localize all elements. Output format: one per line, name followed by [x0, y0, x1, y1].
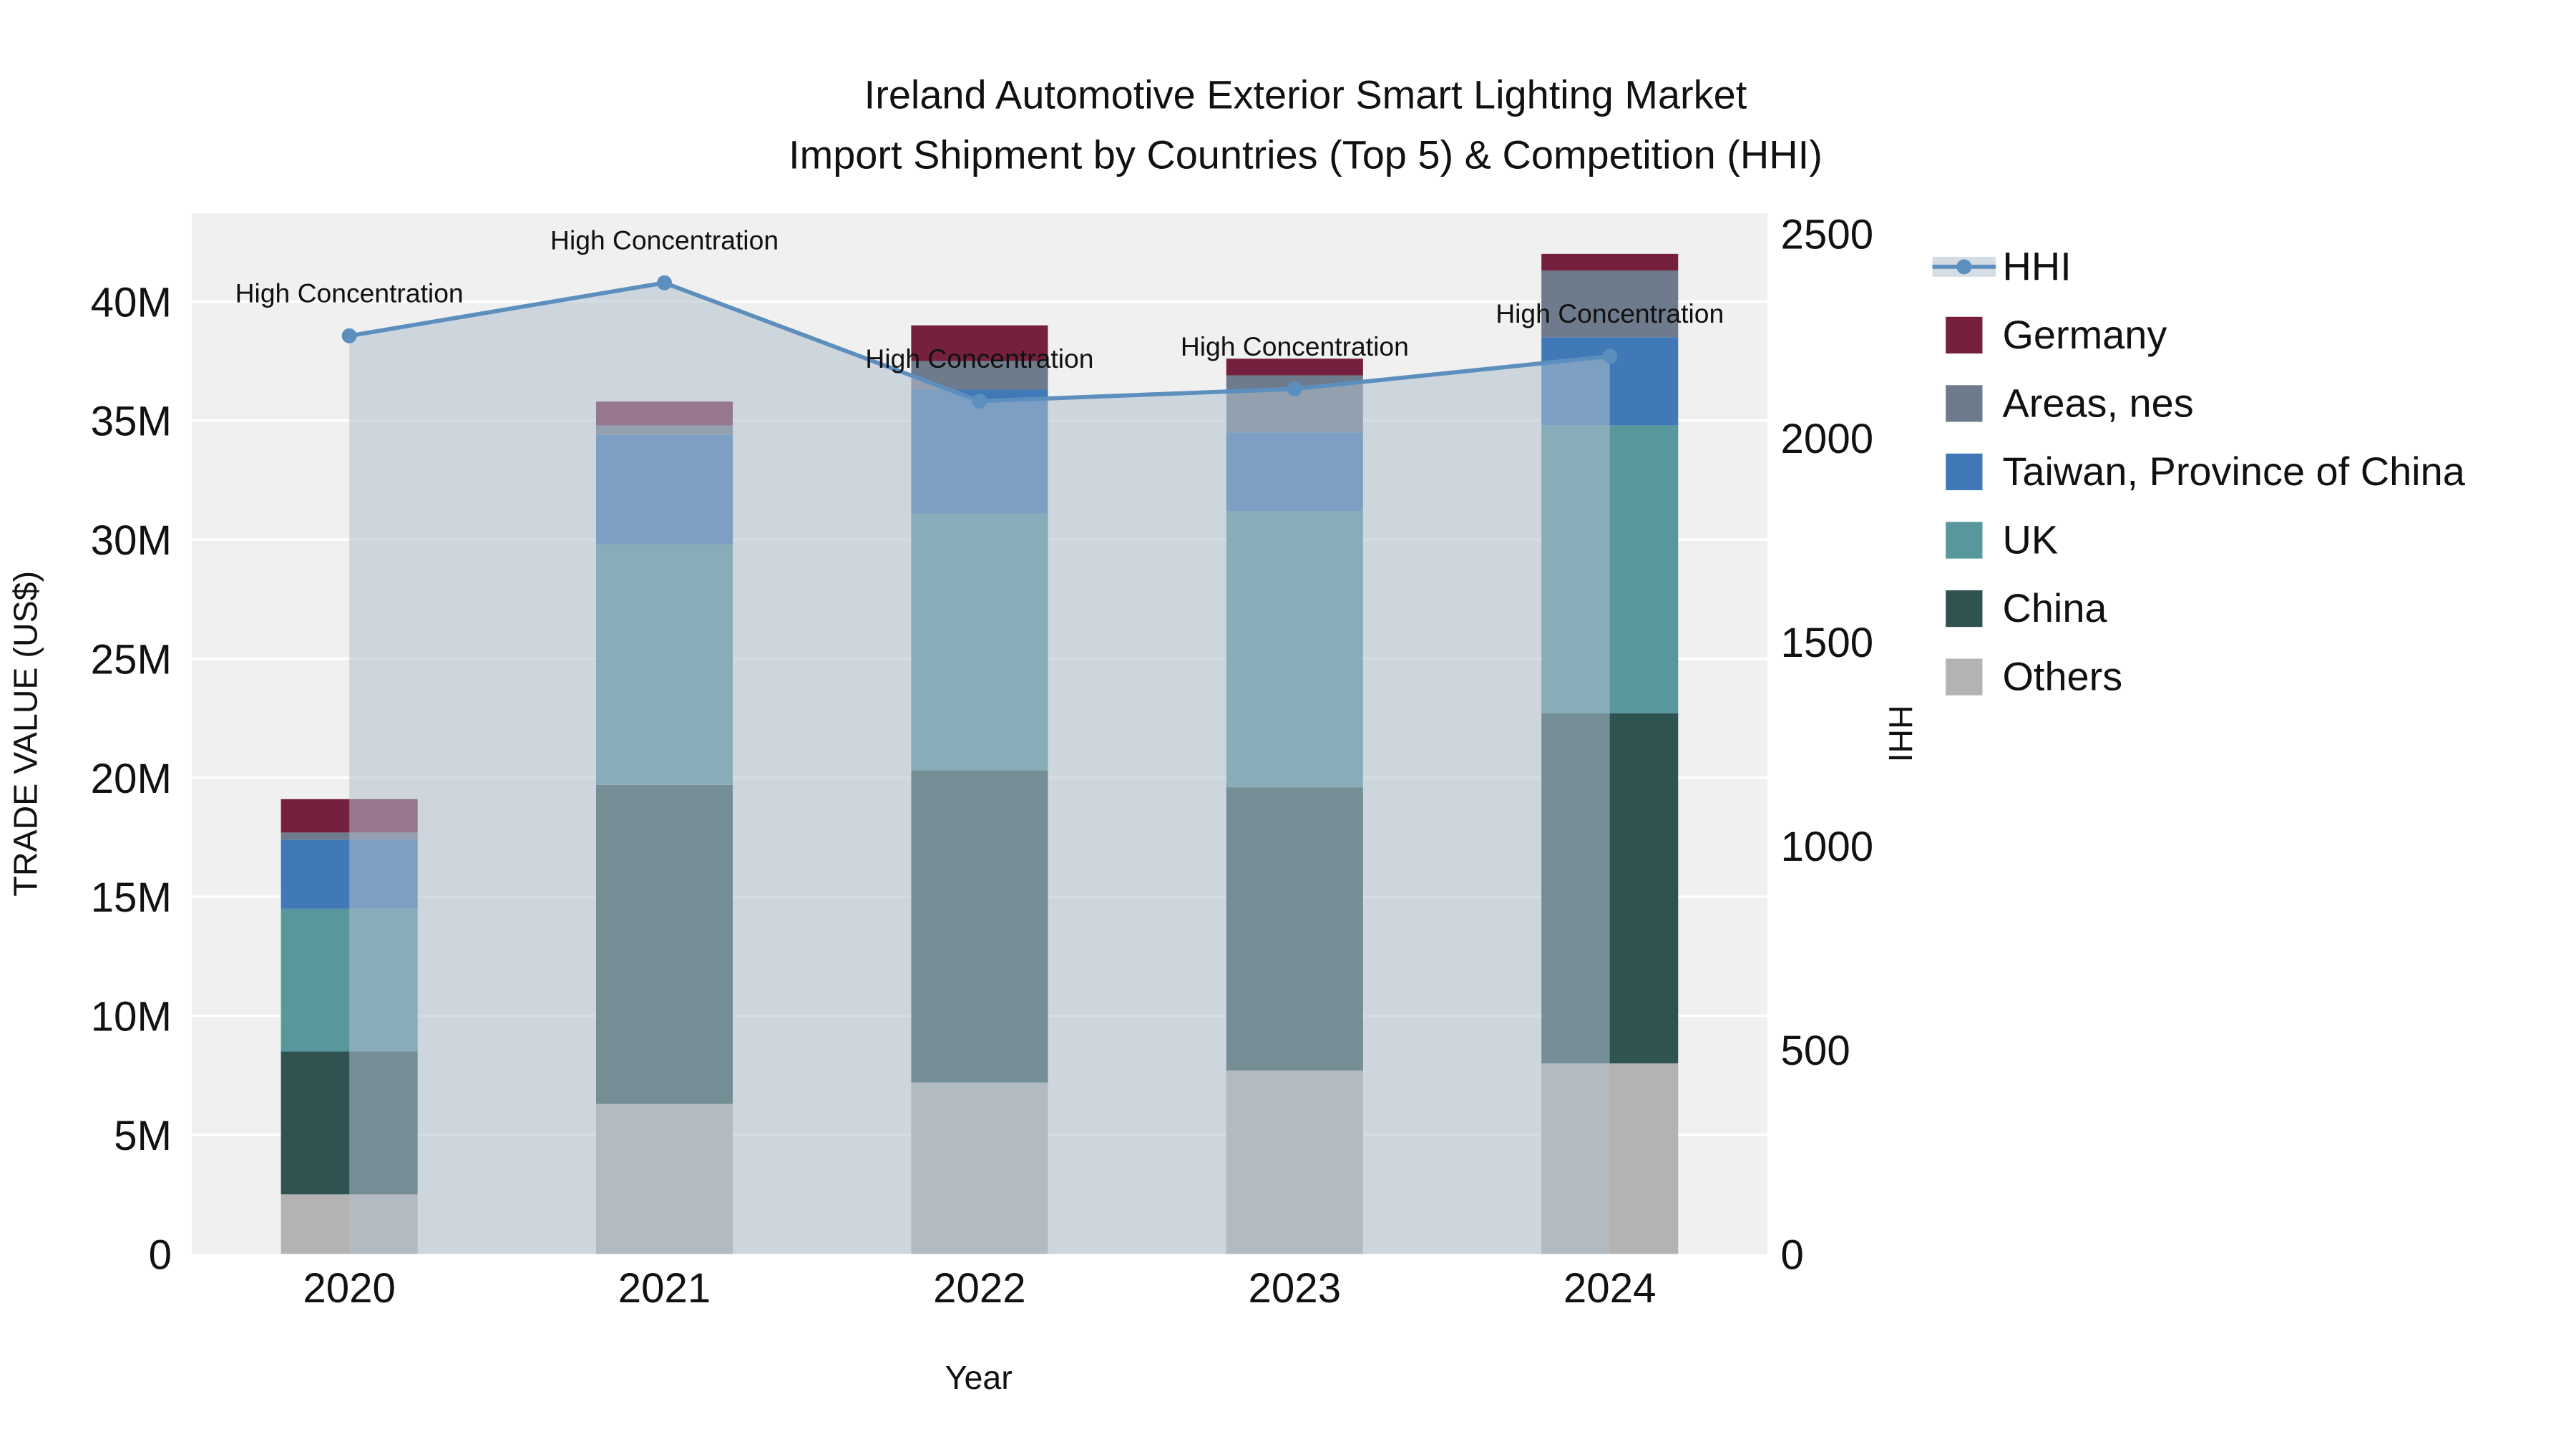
- x-tick-label: 2021: [618, 1265, 711, 1312]
- hhi-area-fill: [349, 283, 1610, 1254]
- y-left-tick-label: 5M: [114, 1113, 172, 1159]
- y-right-tick-label: 0: [1781, 1231, 1804, 1278]
- hhi-marker: [657, 275, 673, 291]
- legend-item-areas-nes[interactable]: Areas, nes: [1946, 381, 2194, 426]
- legend-item-germany[interactable]: Germany: [1946, 312, 2167, 357]
- chart-generated-content: High Concentration High Concentration High…: [91, 212, 2466, 1312]
- legend-label-taiwan-province-of-china: Taiwan, Province of China: [2002, 449, 2465, 494]
- x-axis-title: Year: [945, 1359, 1013, 1396]
- legend-label-china: China: [2002, 585, 2107, 630]
- y-axis-title-right: HHI: [1882, 705, 1919, 762]
- legend-swatch-germany: [1946, 316, 1983, 354]
- chart-title-line1: Ireland Automotive Exterior Smart Lighti…: [864, 72, 1747, 117]
- hhi-marker: [972, 394, 987, 409]
- legend-swatch-china: [1946, 590, 1983, 628]
- y-right-tick-label: 500: [1781, 1028, 1850, 1074]
- y-left-tick-label: 35M: [91, 399, 172, 445]
- legend-swatch-uk: [1946, 522, 1983, 559]
- chart-title-line2: Import Shipment by Countries (Top 5) & C…: [789, 132, 1823, 177]
- y-left-tick-label: 0: [149, 1231, 172, 1278]
- y-axis-title-left: TRADE VALUE (US$): [6, 571, 44, 897]
- bar-segment-areas-nes: [1541, 270, 1679, 338]
- y-right-tick-label: 1000: [1781, 824, 1874, 870]
- legend-item-hhi[interactable]: HHI: [1932, 243, 2072, 288]
- y-left-tick-label: 30M: [91, 517, 172, 564]
- legend-item-taiwan-province-of-china[interactable]: Taiwan, Province of China: [1946, 449, 2466, 494]
- y-left-tick-label: 40M: [91, 279, 172, 326]
- annotation-2023: High Concentration: [1181, 331, 1409, 361]
- bar-segment-germany: [1226, 358, 1363, 376]
- x-tick-label: 2023: [1249, 1265, 1342, 1312]
- annotation-2020: High Concentration: [235, 278, 464, 308]
- hhi-marker: [1287, 381, 1302, 396]
- y-left-tick-label: 20M: [91, 756, 172, 802]
- bar-segment-germany: [911, 325, 1048, 361]
- bar-segment-germany: [1541, 253, 1679, 271]
- hhi-marker: [341, 328, 357, 343]
- x-tick-label: 2022: [933, 1265, 1026, 1312]
- legend-label-germany: Germany: [2002, 312, 2167, 357]
- legend-label-uk: UK: [2002, 517, 2058, 562]
- legend-label-hhi: HHI: [2002, 243, 2071, 288]
- y-right-tick-label: 2000: [1781, 416, 1874, 462]
- y-left-tick-label: 25M: [91, 636, 172, 683]
- annotation-2022: High Concentration: [865, 343, 1093, 374]
- legend-hhi-marker: [1956, 259, 1972, 275]
- annotation-2021: High Concentration: [550, 225, 779, 255]
- x-tick-label: 2024: [1563, 1265, 1657, 1312]
- legend-label-areas-nes: Areas, nes: [2002, 381, 2193, 426]
- y-left-tick-label: 15M: [91, 874, 172, 921]
- legend-item-others[interactable]: Others: [1946, 654, 2122, 699]
- legend-swatch-others: [1946, 658, 1983, 696]
- y-left-tick-label: 10M: [91, 994, 172, 1040]
- x-tick-label: 2020: [303, 1265, 396, 1312]
- annotation-2024: High Concentration: [1496, 298, 1724, 328]
- legend-label-others: Others: [2002, 654, 2122, 699]
- legend-item-china[interactable]: China: [1946, 585, 2107, 630]
- legend-swatch-taiwan-province-of-china: [1946, 453, 1983, 491]
- hhi-marker: [1602, 348, 1618, 364]
- legend-item-uk[interactable]: UK: [1946, 517, 2058, 562]
- y-right-tick-label: 1500: [1781, 620, 1874, 666]
- y-right-tick-label: 2500: [1781, 212, 1874, 258]
- legend-swatch-areas-nes: [1946, 385, 1983, 422]
